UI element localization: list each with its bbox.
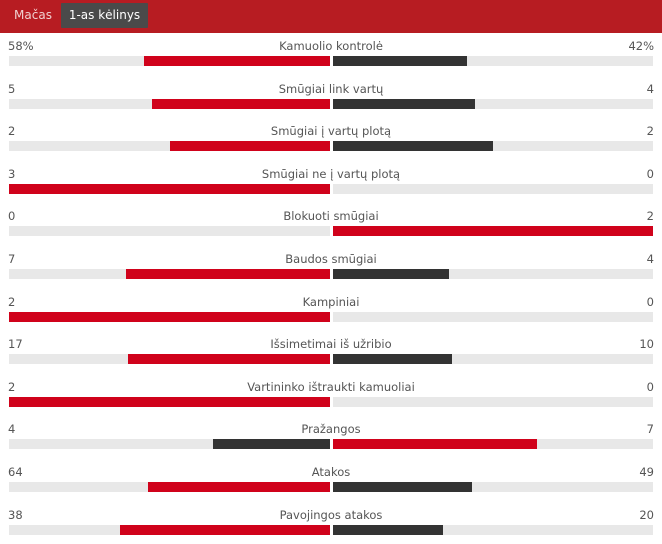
tab-first-half[interactable]: 1-as kėlinys: [61, 3, 148, 28]
home-bar-track: [9, 481, 330, 492]
away-bar-fill: [333, 524, 444, 535]
stat-row: 0 Blokuoti smūgiai 2: [0, 203, 662, 246]
away-bar-track: [333, 226, 653, 237]
away-bar-fill: [333, 141, 493, 152]
stat-row: 64 Atakos 49: [0, 459, 662, 502]
home-bar-fill: [151, 98, 330, 109]
stat-label: Smūgiai ne į vartų plotą: [261, 166, 401, 181]
home-bar-track: [9, 439, 330, 450]
home-bar-track: [9, 183, 330, 194]
away-value: 4: [646, 251, 654, 266]
home-value: 2: [8, 124, 16, 139]
stat-label: Kampiniai: [302, 294, 360, 309]
home-bar-track: [9, 141, 330, 152]
away-bar-fill: [333, 226, 653, 237]
home-value: 17: [8, 337, 23, 352]
away-bar-fill: [333, 354, 452, 365]
home-value: 58%: [8, 39, 34, 53]
home-bar-fill: [9, 396, 330, 407]
home-bar-fill: [9, 183, 330, 194]
away-value: 4: [646, 81, 654, 96]
stat-row: 2 Kampiniai 0: [0, 289, 662, 332]
stat-label: Pavojingos atakos: [279, 507, 383, 522]
home-value: 3: [8, 166, 16, 181]
stat-label: Smūgiai link vartų: [278, 81, 384, 96]
home-bar-track: [9, 268, 330, 279]
stat-label: Smūgiai į vartų plotą: [270, 124, 392, 139]
home-bar-fill: [127, 354, 330, 365]
stat-row: 2 Smūgiai į vartų plotą 2: [0, 118, 662, 161]
away-value: 7: [646, 422, 654, 437]
stat-row: 5 Smūgiai link vartų 4: [0, 76, 662, 119]
match-statistics-list: 58% Kamuolio kontrolė 42% 5 Smūgiai link var…: [0, 33, 662, 544]
home-bar-fill: [143, 56, 330, 66]
home-value: 7: [8, 251, 16, 266]
away-bar-track: [333, 481, 653, 492]
away-bar-track: [333, 56, 653, 66]
stat-row: 7 Baudos smūgiai 4: [0, 246, 662, 289]
home-bar-fill: [169, 141, 330, 152]
away-bar-track: [333, 183, 653, 194]
home-bar-track: [9, 354, 330, 365]
away-value: 0: [646, 294, 654, 309]
away-value: 2: [646, 209, 654, 224]
home-bar-track: [9, 98, 330, 109]
home-bar-fill: [119, 524, 330, 535]
home-value: 5: [8, 81, 16, 96]
away-bar-track: [333, 439, 653, 450]
away-value: 0: [646, 379, 654, 394]
home-bar-fill: [213, 439, 330, 450]
away-bar-fill: [333, 439, 537, 450]
away-bar-track: [333, 354, 653, 365]
away-bar-fill: [333, 56, 468, 66]
home-value: 2: [8, 379, 16, 394]
away-bar-track: [333, 141, 653, 152]
away-value: 10: [639, 337, 654, 352]
stat-label: Išsimetimai iš užribio: [270, 337, 392, 352]
stat-label: Blokuoti smūgiai: [283, 209, 379, 224]
home-value: 4: [8, 422, 16, 437]
away-value: 0: [646, 166, 654, 181]
stat-label: Kamuolio kontrolė: [279, 39, 383, 53]
stat-row: 38 Pavojingos atakos 20: [0, 502, 662, 544]
away-value: 20: [639, 507, 654, 522]
home-value: 38: [8, 507, 23, 522]
away-bar-fill: [333, 481, 472, 492]
away-bar-fill: [333, 268, 450, 279]
away-bar-track: [333, 268, 653, 279]
home-value: 0: [8, 209, 16, 224]
stat-label: Baudos smūgiai: [285, 251, 377, 266]
home-bar-fill: [9, 311, 330, 322]
away-value: 42%: [628, 39, 654, 53]
home-bar-track: [9, 396, 330, 407]
stat-row: 3 Smūgiai ne į vartų plotą 0: [0, 161, 662, 204]
stat-row: 58% Kamuolio kontrolė 42%: [0, 33, 662, 76]
away-bar-track: [333, 311, 653, 322]
away-value: 49: [639, 464, 654, 479]
tab-match[interactable]: Mačas: [14, 8, 52, 22]
away-value: 2: [646, 124, 654, 139]
away-bar-track: [333, 524, 653, 535]
home-bar-track: [9, 524, 330, 535]
home-value: 2: [8, 294, 16, 309]
away-bar-track: [333, 98, 653, 109]
home-bar-track: [9, 226, 330, 237]
stat-row: 2 Vartininko ištraukti kamuoliai 0: [0, 374, 662, 417]
home-bar-track: [9, 56, 330, 66]
away-bar-track: [333, 396, 653, 407]
stat-row: 4 Pražangos 7: [0, 416, 662, 459]
stat-label: Pražangos: [301, 422, 361, 437]
stat-label: Atakos: [311, 464, 351, 479]
period-tab-bar: Mačas 1-as kėlinys: [0, 0, 662, 33]
home-bar-fill: [125, 268, 330, 279]
stat-label: Vartininko ištraukti kamuoliai: [247, 379, 415, 394]
home-bar-fill: [148, 481, 330, 492]
stat-row: 17 Išsimetimai iš užribio 10: [0, 331, 662, 374]
away-bar-fill: [333, 98, 476, 109]
home-value: 64: [8, 464, 23, 479]
home-bar-track: [9, 311, 330, 322]
